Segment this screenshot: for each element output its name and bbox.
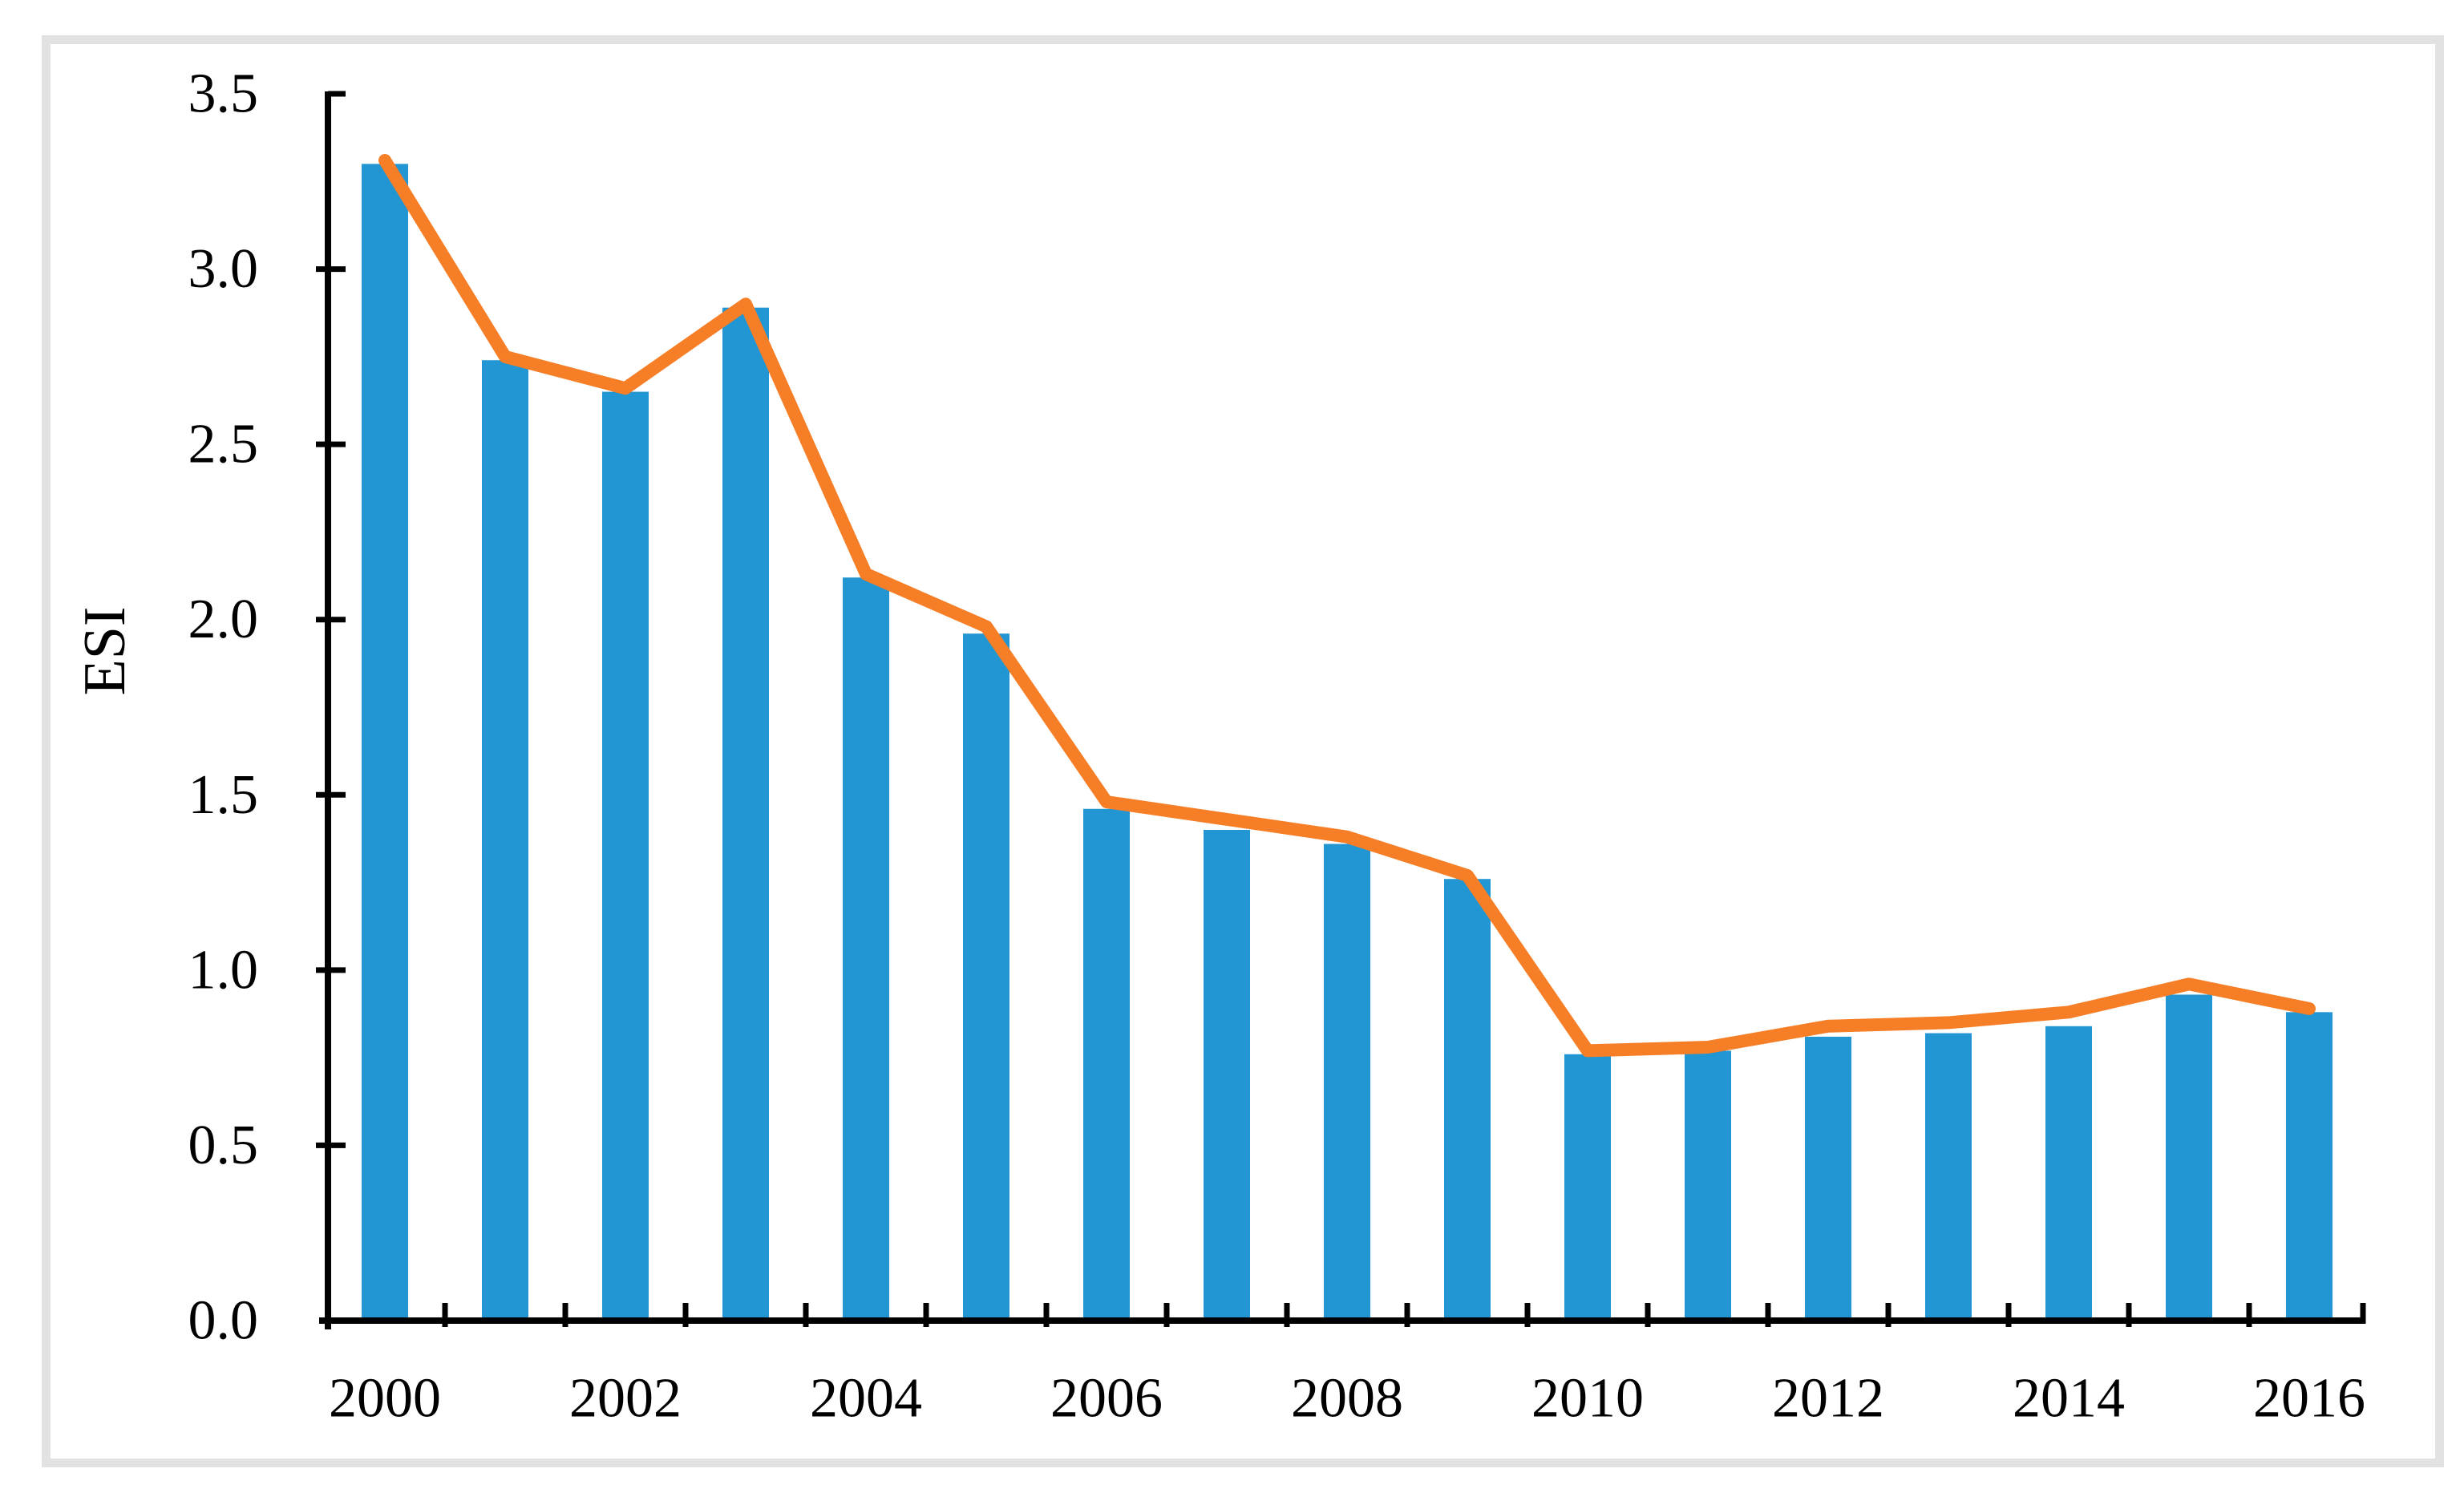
y-tick-label: 3.0	[188, 238, 259, 300]
bar-2016	[2286, 1012, 2333, 1321]
bars-group	[362, 164, 2333, 1321]
y-tick-label: 3.5	[188, 63, 259, 125]
bar-2015	[2166, 994, 2212, 1321]
y-tick-label: 0.5	[188, 1115, 259, 1176]
y-tick-label: 1.5	[188, 764, 259, 826]
x-tick-label: 2016	[2253, 1368, 2365, 1430]
x-tick-label: 2012	[1772, 1368, 1884, 1430]
axes-group	[316, 91, 2366, 1329]
bar-2013	[1925, 1033, 1972, 1321]
y-tick-label: 1.0	[188, 939, 259, 1001]
bar-2007	[1204, 830, 1250, 1321]
x-tick-label: 2008	[1291, 1368, 1403, 1430]
x-tick-label: 2002	[569, 1368, 682, 1430]
bar-2014	[2045, 1026, 2092, 1321]
y-axis-title: ESI	[72, 607, 138, 696]
bar-2000	[362, 164, 408, 1321]
y-tick-label: 0.0	[188, 1290, 259, 1352]
x-tick-label: 2004	[810, 1368, 922, 1430]
bar-2003	[722, 307, 769, 1321]
x-tick-label: 2000	[329, 1368, 441, 1430]
esi-line-group	[378, 154, 2316, 1058]
bar-2002	[602, 391, 649, 1321]
bar-2011	[1685, 1050, 1731, 1321]
y-tick-label: 2.0	[188, 589, 259, 650]
bar-2006	[1083, 808, 1130, 1321]
axis-labels-group: 0.0 0.5 1.0 1.5 2.0 2.5 3.0 3.5 2000 2002 2004 2006…	[188, 63, 2366, 1430]
y-tick-label: 2.5	[188, 414, 259, 475]
bar-2005	[963, 633, 1009, 1321]
bar-2010	[1564, 1054, 1611, 1321]
bar-2004	[843, 577, 889, 1321]
bar-2001	[482, 360, 528, 1321]
esi-trend-line	[378, 154, 2316, 1058]
x-tick-label: 2006	[1050, 1368, 1163, 1430]
bar-2009	[1444, 879, 1491, 1321]
bar-2008	[1324, 844, 1370, 1321]
x-tick-label: 2010	[1531, 1368, 1644, 1430]
x-tick-label: 2014	[2013, 1368, 2125, 1430]
bar-2012	[1805, 1036, 1851, 1321]
